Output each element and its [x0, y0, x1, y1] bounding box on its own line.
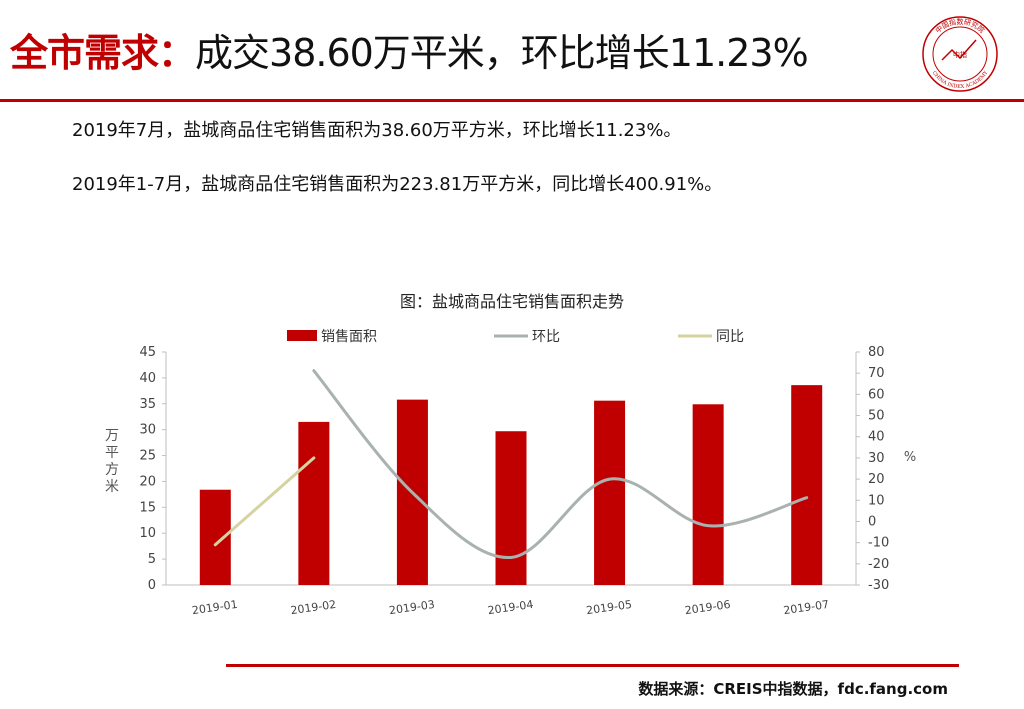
page-title-rest: 成交38.60万平米，环比增长11.23%	[195, 31, 809, 75]
y2-tick-label: 70	[868, 366, 885, 381]
y-tick-label: 20	[139, 474, 156, 489]
x-tick-label: 2019-04	[487, 598, 534, 617]
x-tick-label: 2019-06	[684, 598, 731, 617]
page-title: 全市需求：成交38.60万平米，环比增长11.23%	[10, 28, 809, 78]
x-tick-label: 2019-05	[585, 598, 632, 617]
y2-tick-label: 20	[868, 472, 885, 487]
bar-2019-01	[199, 489, 231, 585]
y-axis-label-char: 平	[105, 445, 119, 461]
bar-2019-06	[692, 404, 724, 585]
y2-tick-label: 40	[868, 430, 885, 445]
summary-paragraph-ytd: 2019年1-7月，盐城商品住宅销售面积为223.81万平方米，同比增长400.…	[72, 174, 723, 195]
y2-tick-label: -10	[868, 536, 889, 551]
y2-tick-label: -20	[868, 557, 889, 572]
legend-label-销售面积: 销售面积	[321, 329, 377, 345]
x-tick-label: 2019-03	[388, 598, 435, 617]
x-tick-label: 2019-02	[290, 598, 337, 617]
y-tick-label: 30	[139, 423, 156, 438]
y2-axis-label: %	[904, 450, 916, 465]
data-source-note: 数据来源：CREIS中指数据，fdc.fang.com	[638, 680, 948, 698]
y2-tick-label: 50	[868, 409, 885, 424]
bar-2019-07	[791, 385, 823, 585]
legend-label-同比: 同比	[716, 329, 744, 345]
y-tick-label: 45	[139, 345, 156, 360]
line-series-同比	[213, 456, 316, 547]
legend-label-环比: 环比	[532, 329, 560, 345]
y-tick-label: 15	[139, 500, 156, 515]
y-tick-label: 25	[139, 449, 156, 464]
chart-title: 图：盐城商品住宅销售面积走势	[399, 292, 624, 311]
y-tick-label: 40	[139, 371, 156, 386]
x-tick-label: 2019-07	[783, 598, 830, 617]
summary-paragraph-monthly: 2019年7月，盐城商品住宅销售面积为38.60万平方米，环比增长11.23%。	[72, 120, 682, 141]
y-tick-label: 0	[148, 578, 156, 593]
y2-tick-label: 80	[868, 345, 885, 360]
y2-tick-label: 30	[868, 451, 885, 466]
footer-divider	[226, 664, 959, 667]
legend-swatch-销售面积	[287, 330, 317, 341]
header-divider	[0, 99, 1024, 102]
china-index-academy-logo: 中国指数研究院 中指 CHINA INDEX ACADEMY	[922, 16, 998, 92]
y-tick-label: 35	[139, 397, 156, 412]
y-tick-label: 10	[139, 526, 156, 541]
y2-tick-label: 0	[868, 514, 876, 529]
y-tick-label: 5	[148, 552, 156, 567]
y2-tick-label: 10	[868, 493, 885, 508]
bar-2019-05	[594, 400, 626, 585]
logo-center-text: 中指	[953, 50, 967, 59]
y-axis-label-char: 万	[105, 428, 119, 444]
y-axis-label-char: 米	[105, 479, 119, 495]
y-axis-label-char: 方	[105, 462, 119, 478]
y2-tick-label: -30	[868, 578, 889, 593]
bar-2019-04	[495, 431, 527, 585]
y2-tick-label: 60	[868, 387, 885, 402]
page-title-highlight: 全市需求：	[10, 31, 196, 75]
bar-2019-02	[298, 421, 330, 585]
line-series-环比	[312, 369, 809, 559]
x-tick-label: 2019-01	[191, 598, 238, 617]
